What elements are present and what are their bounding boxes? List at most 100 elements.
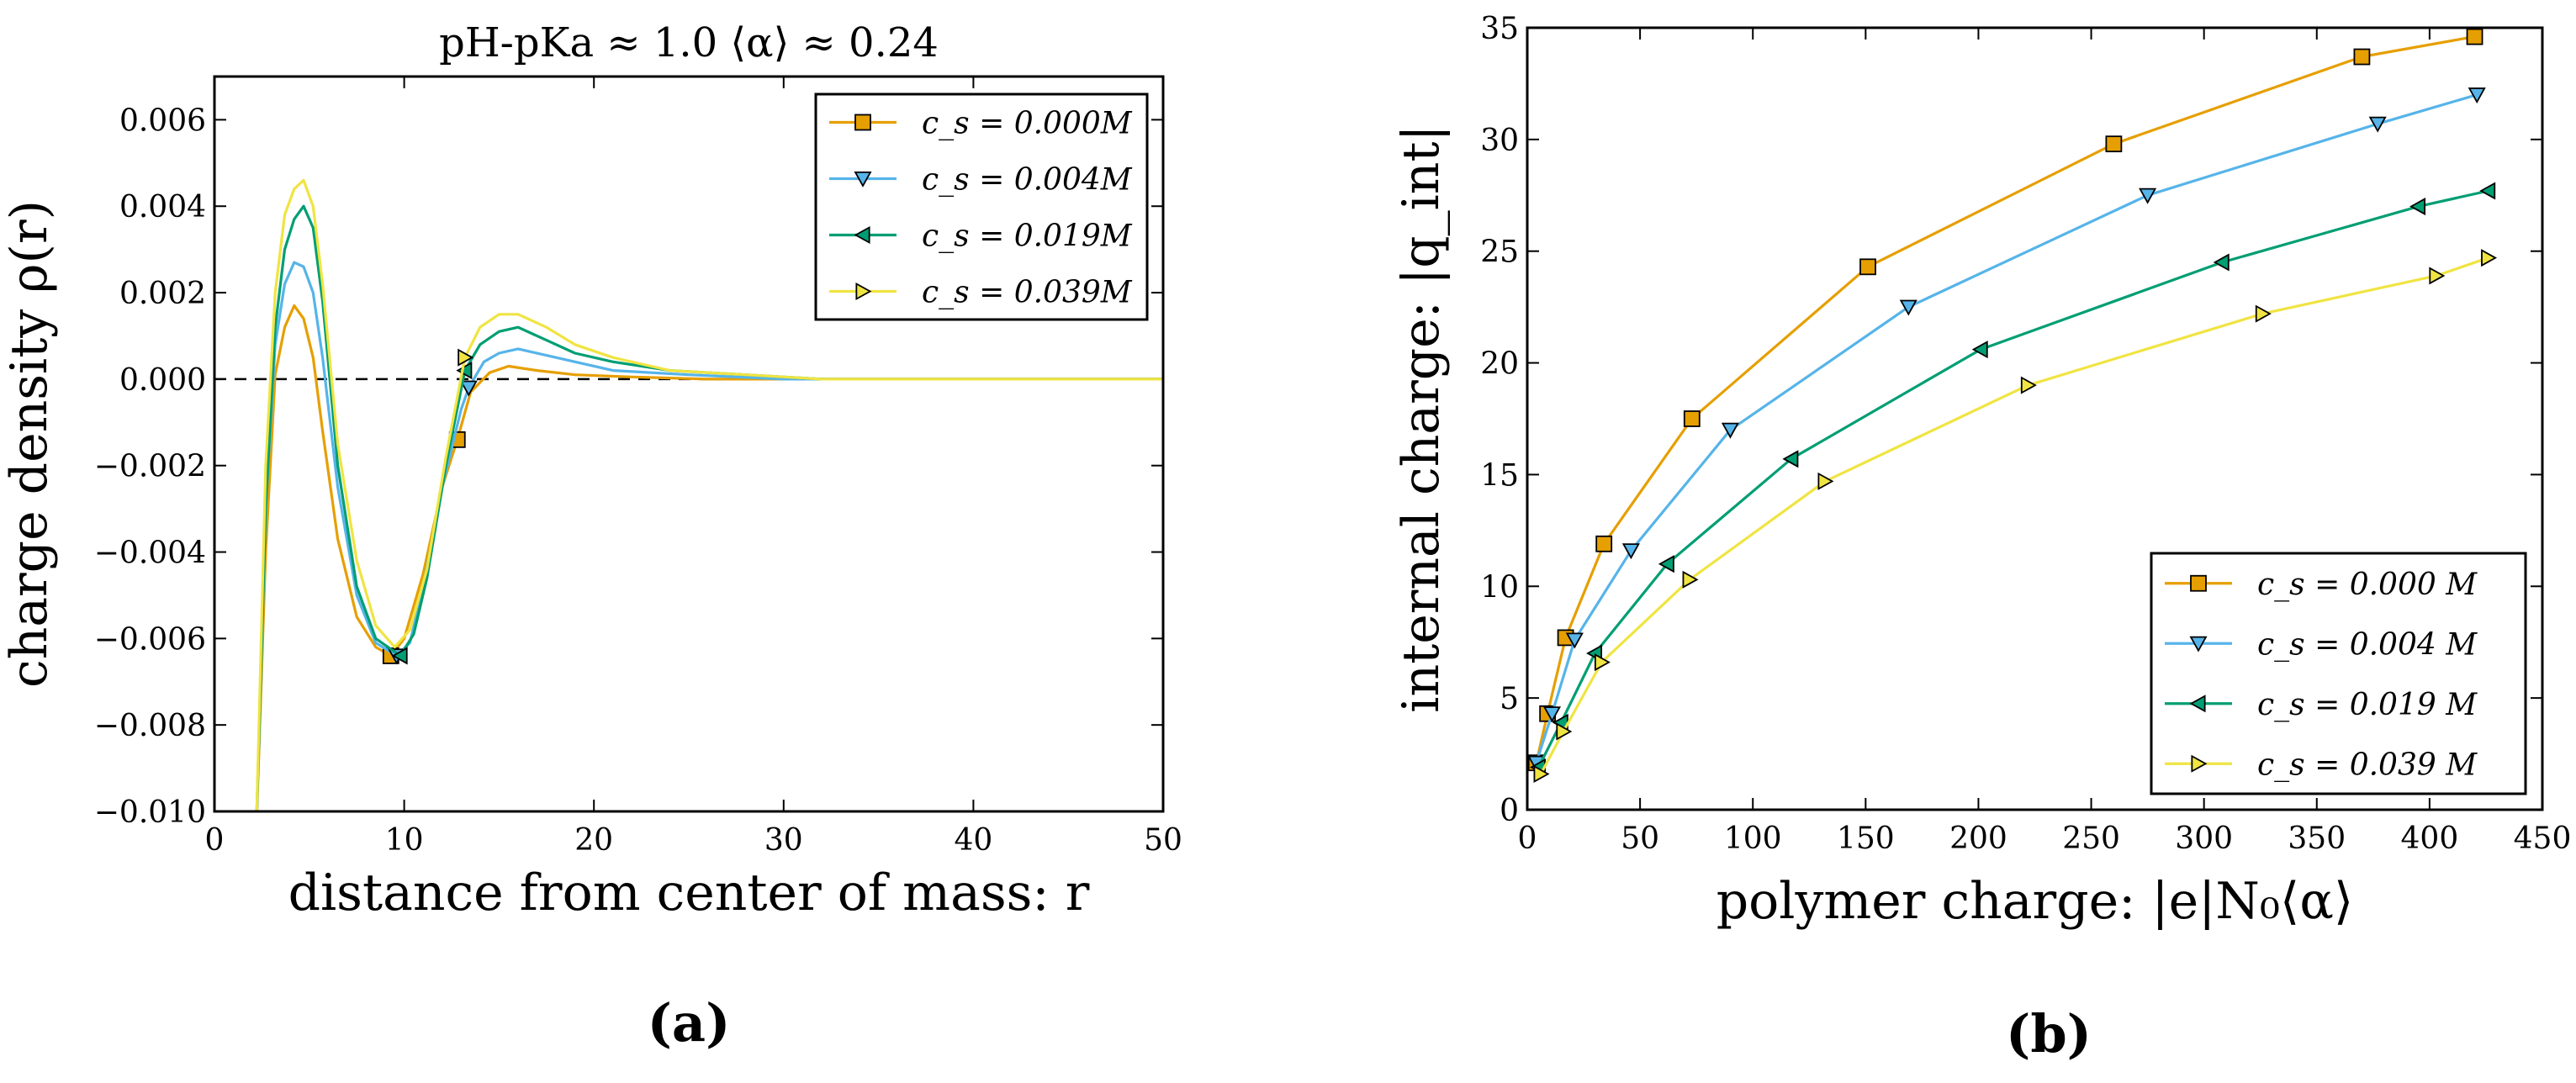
data-point-series-0 bbox=[2105, 135, 2123, 153]
data-point-series-2 bbox=[1971, 341, 1988, 359]
x-tick-label: 450 bbox=[2514, 821, 2572, 856]
data-point-series-1 bbox=[1721, 422, 1739, 439]
data-point-series-3 bbox=[2020, 376, 2037, 394]
legend-marker-3 bbox=[2191, 754, 2208, 773]
data-point-series-1 bbox=[1621, 543, 1640, 560]
legend-box bbox=[2150, 552, 2527, 795]
x-tick-label: 50 bbox=[1144, 823, 1182, 858]
x-tick-label: 150 bbox=[1837, 821, 1895, 856]
y-tick-label: 0.004 bbox=[119, 190, 206, 225]
plot-area bbox=[1527, 28, 2498, 784]
x-tick-label: 10 bbox=[385, 823, 424, 858]
legend-label-2: c_s = 0.019 M bbox=[2257, 688, 2478, 722]
data-point-series-3 bbox=[2255, 304, 2272, 323]
panel-b: 0 50 100 150 200 250 300 350 400 450 0 5 10 15 20 25 30 3… bbox=[1392, 12, 2571, 1065]
legend-label-0: c_s = 0.000 M bbox=[2257, 568, 2478, 602]
y-tick-label: 0.002 bbox=[119, 277, 206, 311]
data-point-series-3 bbox=[1594, 653, 1611, 672]
x-tick-label: 50 bbox=[1621, 821, 1659, 856]
data-point-series-1 bbox=[1565, 632, 1584, 649]
data-point-series-3 bbox=[1533, 764, 1550, 784]
x-tick-label: 250 bbox=[2062, 821, 2120, 856]
legend-label-1: c_s = 0.004 M bbox=[2257, 627, 2478, 662]
data-point-series-3 bbox=[458, 348, 474, 367]
legend-marker-2 bbox=[854, 225, 870, 245]
data-point-series-2 bbox=[2409, 198, 2426, 216]
legend-marker-0 bbox=[2190, 574, 2207, 592]
data-point-series-1 bbox=[1542, 706, 1562, 723]
data-point-series-1 bbox=[2368, 116, 2387, 133]
series-line-3 bbox=[255, 178, 1163, 811]
plot-frame bbox=[213, 75, 1165, 813]
x-tick-label: 40 bbox=[954, 823, 992, 858]
data-point-series-1 bbox=[2139, 188, 2157, 204]
y-tick-label: 20 bbox=[1480, 347, 1519, 382]
y-tick-label: 35 bbox=[1480, 12, 1519, 46]
series-line-0 bbox=[255, 304, 1163, 811]
x-tick-label: 400 bbox=[2401, 821, 2459, 856]
data-point-series-3 bbox=[2481, 249, 2498, 267]
data-point-series-0 bbox=[1859, 258, 1876, 276]
legend-box bbox=[814, 92, 1149, 321]
data-point-series-1 bbox=[459, 380, 478, 397]
data-point-series-2 bbox=[2213, 253, 2230, 272]
y-tick-label: 5 bbox=[1500, 682, 1519, 716]
data-point-series-0 bbox=[2466, 28, 2483, 45]
x-tick-label: 20 bbox=[574, 823, 613, 858]
legend-label-3: c_s = 0.039 M bbox=[2257, 748, 2478, 782]
legend-marker-2 bbox=[2189, 695, 2206, 713]
data-point-series-3 bbox=[1682, 570, 1699, 589]
y-axis-label: internal charge: |q_int| bbox=[1392, 124, 1451, 713]
x-tick-label: 200 bbox=[1949, 821, 2007, 856]
panel-caption: (b) bbox=[2006, 1003, 2092, 1065]
series-line-1 bbox=[255, 261, 1163, 811]
x-tick-label: 0 bbox=[205, 823, 225, 858]
data-point-series-3 bbox=[2429, 267, 2446, 285]
y-tick-label: 15 bbox=[1480, 458, 1519, 493]
plot-area bbox=[214, 178, 1163, 811]
legend-label-2: c_s = 0.019M bbox=[922, 219, 1133, 254]
panel-a: 0 10 20 30 40 50 −0.010 −0.008 −0.006 −0.004 −0.00… bbox=[0, 19, 1182, 1054]
y-tick-label: 10 bbox=[1480, 570, 1519, 605]
legend-label-3: c_s = 0.039M bbox=[922, 276, 1133, 310]
x-axis-label: polymer charge: |e|N₀⟨α⟩ bbox=[1716, 872, 2354, 931]
x-axis-label: distance from center of mass: r bbox=[288, 864, 1090, 922]
data-point-series-1 bbox=[1899, 299, 1917, 316]
legend-marker-1 bbox=[2189, 636, 2208, 652]
legend-marker-0 bbox=[854, 114, 871, 131]
panel-caption: (a) bbox=[648, 992, 731, 1054]
y-tick-label: 0.006 bbox=[119, 103, 206, 138]
y-axis-label: charge density ρ(r) bbox=[0, 200, 59, 688]
data-point-series-0 bbox=[1595, 535, 1613, 552]
y-tick-label: −0.008 bbox=[94, 709, 206, 743]
data-point-series-2 bbox=[1782, 450, 1799, 468]
data-point-series-1 bbox=[2468, 87, 2486, 104]
x-tick-label: 0 bbox=[1518, 821, 1537, 856]
legend-marker-1 bbox=[854, 171, 872, 188]
y-tick-label: −0.004 bbox=[94, 536, 206, 571]
chart-title: pH-pKa ≈ 1.0 ⟨α⟩ ≈ 0.24 bbox=[439, 19, 939, 66]
plot-frame bbox=[1526, 26, 2544, 811]
y-tick-label: −0.006 bbox=[94, 622, 206, 657]
data-point-series-3 bbox=[1556, 722, 1573, 741]
y-tick-label: −0.002 bbox=[94, 450, 206, 484]
data-point-series-2 bbox=[2479, 182, 2496, 200]
y-tick-label: −0.010 bbox=[94, 795, 206, 830]
data-point-series-2 bbox=[1658, 555, 1674, 573]
legend-label-1: c_s = 0.004M bbox=[922, 163, 1133, 198]
y-tick-label: 0 bbox=[1500, 794, 1519, 828]
y-tick-label: 25 bbox=[1480, 235, 1519, 270]
x-tick-label: 300 bbox=[2175, 821, 2233, 856]
x-tick-label: 100 bbox=[1724, 821, 1782, 856]
x-tick-label: 30 bbox=[764, 823, 803, 858]
legend-marker-3 bbox=[855, 282, 872, 301]
data-point-series-3 bbox=[1817, 472, 1834, 490]
legend-label-0: c_s = 0.000M bbox=[922, 107, 1133, 141]
data-point-series-0 bbox=[2353, 48, 2371, 66]
data-point-series-2 bbox=[391, 647, 408, 665]
data-point-series-0 bbox=[1683, 410, 1701, 427]
y-tick-label: 30 bbox=[1480, 124, 1519, 158]
y-tick-label: 0.000 bbox=[119, 363, 206, 398]
x-tick-label: 350 bbox=[2288, 821, 2346, 856]
